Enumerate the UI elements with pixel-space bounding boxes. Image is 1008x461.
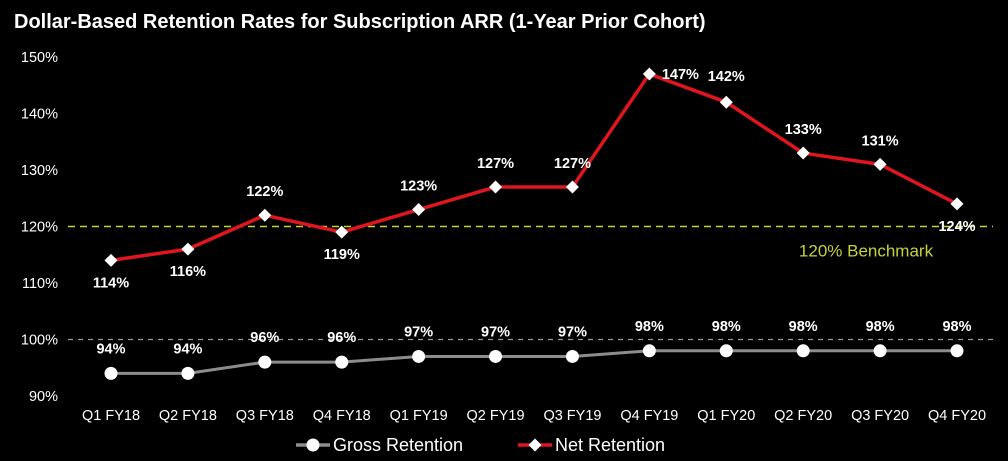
net-retention-point — [104, 253, 118, 267]
net-retention-point — [873, 157, 887, 171]
y-tick-label: 130% — [21, 163, 58, 179]
gross-retention-data-label: 94% — [96, 341, 125, 357]
y-tick-label: 100% — [21, 333, 58, 349]
legend-gross-retention-label: Gross Retention — [333, 435, 463, 455]
x-tick-label: Q3 FY20 — [851, 408, 909, 424]
chart-title: Dollar-Based Retention Rates for Subscri… — [14, 11, 706, 33]
gross-retention-point — [335, 355, 349, 369]
x-tick-label: Q2 FY18 — [159, 408, 217, 424]
gross-retention-point — [104, 366, 118, 380]
y-tick-label: 90% — [29, 389, 58, 405]
x-tick-label: Q3 FY18 — [236, 408, 294, 424]
x-tick-label: Q4 FY19 — [620, 408, 678, 424]
net-retention-data-label: 127% — [477, 156, 514, 172]
x-tick-label: Q1 FY19 — [390, 408, 448, 424]
net-retention-point — [181, 242, 195, 256]
net-retention-point — [950, 197, 964, 211]
gross-retention-point — [258, 355, 272, 369]
net-retention-data-label: 116% — [170, 264, 206, 280]
gross-retention-data-label: 98% — [789, 319, 818, 335]
gross-retention-point — [719, 344, 733, 358]
gross-retention-point — [950, 344, 964, 358]
gross-retention-point — [489, 349, 503, 363]
net-retention-line — [110, 72, 958, 263]
net-retention-point — [719, 95, 733, 109]
x-tick-label: Q1 FY20 — [697, 408, 755, 424]
net-retention-point — [489, 180, 503, 194]
gross-retention-point — [873, 344, 887, 358]
gross-retention-line — [111, 349, 957, 375]
y-tick-label: 140% — [21, 107, 58, 123]
gross-retention-data-label: 97% — [481, 324, 510, 340]
x-tick-label: Q4 FY20 — [928, 408, 986, 424]
reference-lines: 120% Benchmark — [68, 225, 993, 341]
gross-retention-point — [796, 344, 810, 358]
net-retention-point — [642, 67, 656, 81]
gross-retention-data-label: 94% — [173, 341, 202, 357]
y-tick-label: 120% — [21, 220, 58, 236]
net-retention-data-label: 114% — [93, 275, 129, 291]
gross-retention-data-label: 97% — [404, 324, 433, 340]
legend-gross-retention-marker — [306, 438, 320, 452]
net-retention-data-label: 122% — [246, 184, 283, 200]
legend-net-retention-label: Net Retention — [555, 435, 665, 455]
gross-retention-data-label: 98% — [635, 319, 664, 335]
net-retention-data-label: 124% — [938, 219, 975, 235]
x-tick-label: Q2 FY20 — [774, 408, 832, 424]
x-tick-label: Q1 FY18 — [82, 408, 140, 424]
y-tick-label: 110% — [22, 276, 58, 292]
net-retention-data-label: 131% — [862, 133, 899, 149]
y-tick-label: 150% — [21, 50, 58, 66]
gross-retention-data-label: 98% — [712, 319, 741, 335]
net-retention-point — [412, 203, 426, 217]
gross-retention-data-label: 98% — [866, 319, 895, 335]
series — [104, 67, 964, 380]
net-retention-data-label: 127% — [554, 156, 591, 172]
gross-retention-data-label: 97% — [558, 324, 587, 340]
gross-retention-point — [642, 344, 656, 358]
net-retention-point — [335, 225, 349, 239]
x-tick-label: Q4 FY18 — [313, 408, 371, 424]
gross-retention-point — [181, 366, 195, 380]
net-retention-data-label: 147% — [662, 67, 699, 83]
net-retention-data-label: 119% — [324, 247, 360, 263]
x-tick-label: Q3 FY19 — [543, 408, 601, 424]
net-retention-data-label: 123% — [400, 179, 437, 195]
data-labels: 94% 94% 96% 96% 97% 97% 97% 98% 98% 98% 98% 98% 114%… — [93, 67, 976, 357]
net-retention-point — [796, 146, 810, 160]
gross-retention-data-label: 96% — [327, 330, 356, 346]
gross-retention-data-label: 98% — [942, 319, 971, 335]
net-retention-point — [258, 208, 272, 222]
net-retention-data-label: 133% — [785, 122, 822, 138]
legend-net-retention-marker — [528, 438, 542, 452]
net-retention-data-label: 142% — [708, 69, 745, 85]
benchmark-label: 120% Benchmark — [799, 242, 934, 261]
x-tick-label: Q2 FY19 — [467, 408, 525, 424]
gross-retention-point — [412, 349, 426, 363]
axes: 90% 100% 110% 120% 130% 140% 150% Q1 FY18 Q2 FY1… — [21, 50, 986, 424]
gross-retention-data-label: 96% — [250, 330, 279, 346]
gross-retention-point — [565, 349, 579, 363]
legend: Gross Retention Net Retention — [296, 435, 665, 455]
net-retention-point — [565, 180, 579, 194]
